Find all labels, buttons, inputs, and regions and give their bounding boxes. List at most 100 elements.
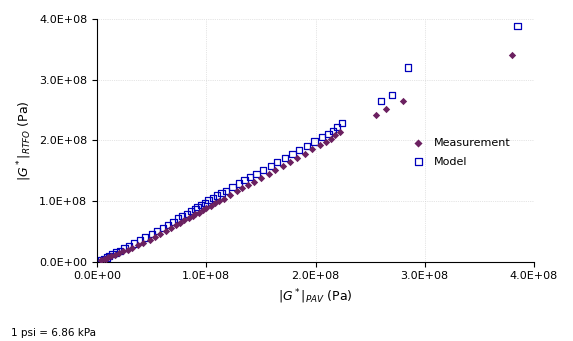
Measurement — [123, 247, 132, 252]
Measurement — [243, 182, 252, 188]
Model — [182, 211, 191, 217]
Model — [404, 65, 413, 70]
Model — [513, 24, 522, 29]
Model — [186, 209, 195, 214]
Measurement — [139, 240, 148, 246]
Measurement — [101, 256, 111, 261]
Measurement — [508, 53, 517, 58]
Model — [193, 204, 202, 210]
Model — [387, 92, 397, 98]
Model — [140, 235, 150, 240]
Measurement — [194, 210, 203, 215]
Model — [169, 219, 178, 224]
Model — [302, 143, 311, 149]
Model — [245, 175, 254, 180]
Model — [208, 195, 217, 201]
Model — [201, 200, 210, 206]
Model — [120, 246, 129, 251]
Model — [104, 253, 113, 259]
Text: 1 psi = 6.86 kPa: 1 psi = 6.86 kPa — [11, 328, 96, 338]
Measurement — [202, 206, 211, 211]
Measurement — [215, 198, 224, 204]
Measurement — [99, 256, 108, 262]
Measurement — [127, 245, 136, 250]
Model — [317, 135, 327, 140]
Measurement — [398, 98, 407, 104]
Model — [217, 190, 226, 196]
Measurement — [232, 189, 241, 194]
Y-axis label: $|G^*|_{RTFO}$ (Pa): $|G^*|_{RTFO}$ (Pa) — [15, 100, 34, 181]
Model — [116, 248, 125, 253]
Model — [158, 225, 167, 231]
Measurement — [238, 186, 247, 191]
Measurement — [331, 133, 340, 138]
Measurement — [270, 167, 280, 173]
Measurement — [326, 136, 335, 141]
Model — [191, 206, 200, 212]
Model — [99, 256, 108, 261]
Measurement — [162, 228, 171, 234]
Measurement — [210, 201, 219, 206]
Measurement — [256, 175, 265, 181]
Model — [129, 241, 139, 246]
Measurement — [133, 242, 142, 248]
Model — [174, 216, 183, 221]
Model — [310, 139, 319, 144]
Measurement — [110, 252, 119, 258]
Model — [280, 155, 289, 161]
Model — [178, 213, 187, 219]
Model — [204, 198, 213, 203]
Measurement — [115, 250, 124, 256]
Model — [103, 255, 112, 260]
Model — [258, 167, 268, 173]
Model — [197, 203, 206, 208]
Model — [288, 151, 297, 157]
Measurement — [308, 147, 317, 152]
Model — [213, 193, 222, 198]
Model — [124, 243, 134, 249]
Measurement — [278, 163, 287, 168]
Measurement — [292, 155, 301, 161]
Measurement — [156, 232, 165, 237]
Model — [221, 188, 230, 193]
Measurement — [198, 207, 207, 213]
Model — [234, 181, 244, 186]
Model — [240, 178, 249, 183]
Measurement — [335, 130, 344, 135]
Measurement — [185, 215, 194, 221]
Measurement — [264, 171, 273, 176]
Measurement — [107, 253, 116, 259]
Measurement — [151, 235, 160, 240]
Measurement — [180, 218, 189, 223]
X-axis label: $|G^*|_{PAV}$ (Pa): $|G^*|_{PAV}$ (Pa) — [278, 287, 353, 306]
Measurement — [171, 223, 180, 228]
Model — [97, 257, 106, 263]
Measurement — [382, 106, 391, 112]
Model — [135, 238, 144, 243]
Model — [108, 252, 117, 257]
Model — [376, 98, 386, 104]
Model — [333, 124, 342, 130]
Measurement — [97, 258, 106, 263]
Model — [266, 163, 275, 168]
Model — [273, 160, 282, 165]
Measurement — [315, 143, 324, 148]
Model — [228, 184, 237, 190]
Measurement — [286, 159, 295, 164]
Model — [163, 222, 172, 227]
Measurement — [226, 192, 235, 198]
Measurement — [250, 179, 259, 184]
Model — [252, 171, 261, 176]
Measurement — [219, 196, 229, 201]
Measurement — [167, 225, 176, 231]
Measurement — [119, 249, 128, 254]
Measurement — [206, 203, 215, 209]
Measurement — [175, 220, 185, 225]
Measurement — [189, 213, 198, 218]
Model — [324, 131, 333, 136]
Model — [337, 121, 346, 126]
Model — [328, 128, 337, 133]
Measurement — [322, 139, 331, 144]
Measurement — [300, 151, 309, 157]
Model — [111, 250, 120, 255]
